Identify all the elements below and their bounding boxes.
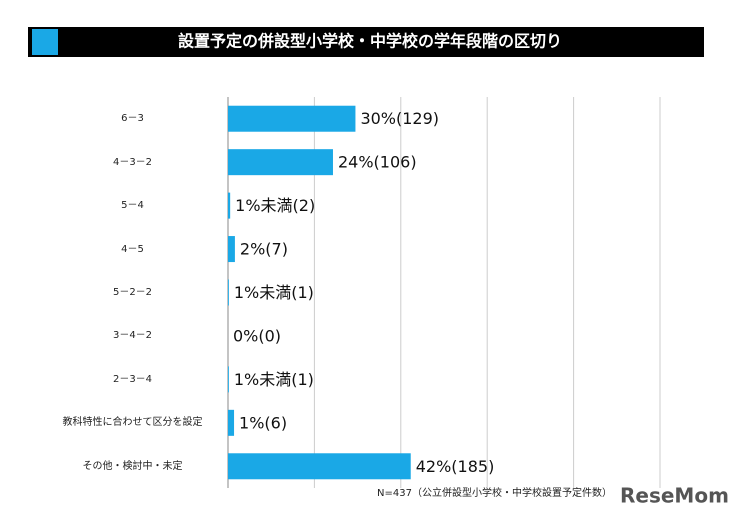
title-marker [32,29,58,55]
bar [228,279,229,306]
value-label: 1%(6) [239,413,287,432]
title-banner [28,27,704,57]
y-tick-label: 教科特性に合わせて区分を設定 [62,417,203,429]
category-label-box: その他・検討中・未定 [82,460,183,472]
category-label-box: 教科特性に合わせて区分を設定 [62,417,203,429]
value-label: 1%未満(2) [235,196,315,215]
bar [228,453,411,480]
category-label-box: 4－5 [121,243,144,255]
category-label-box: 5－2－2 [112,287,153,298]
value-label: 0%(0) [233,326,281,345]
y-tick-label: 5－2－2 [112,287,153,298]
note: N=437（公立併設型小学校・中学校設置予定件数） [377,486,612,499]
bar [228,192,231,219]
y-tick-label: 4－5 [121,243,144,255]
y-tick-label: 4－3－2 [112,156,153,168]
category-label-box: 5－4 [121,200,144,212]
bar [228,236,235,263]
value-label: 1%未満(1) [234,283,314,302]
bar [228,149,333,176]
category-label-box: 2－3－4 [112,373,153,385]
value-label: 24%(106) [338,153,417,172]
value-label: 30%(129) [360,109,439,128]
category-label-box: 3－4－2 [112,330,153,342]
y-tick-label: 2－3－4 [112,373,153,385]
bar [228,105,356,132]
y-tick-label: その他・検討中・未定 [82,460,183,472]
y-tick-label: 5－4 [121,200,144,212]
value-label: 2%(7) [240,240,288,259]
category-label-box: 4－3－2 [112,156,153,168]
y-tick-label: 3－4－2 [112,330,153,342]
value-label: 42%(185) [416,457,495,476]
y-tick-label: 6－3 [121,113,144,125]
chart-title: 設置予定の併設型小学校・中学校の学年段階の区切り [178,32,562,51]
value-label: 1%未満(1) [234,370,314,389]
bar [228,366,229,393]
category-label-box: 6－3 [121,113,144,125]
bar [228,409,235,436]
logo: ReseMom [620,484,729,508]
